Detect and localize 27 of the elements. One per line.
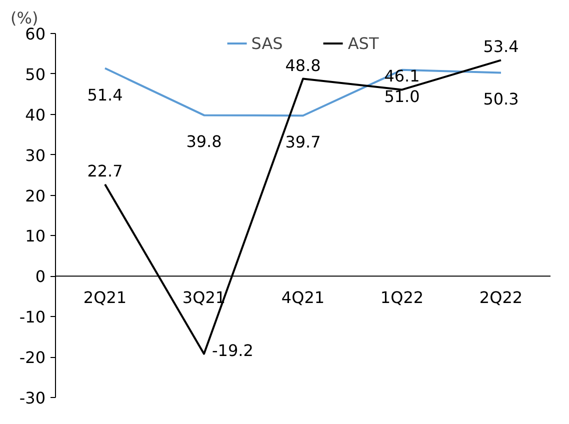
data-label: 48.8 bbox=[285, 56, 321, 75]
data-label: 22.7 bbox=[87, 161, 123, 180]
y-tick-label: 10 bbox=[25, 226, 46, 246]
y-axis-title: (%) bbox=[10, 8, 38, 28]
data-label: 39.8 bbox=[186, 132, 222, 152]
y-tick-label: 0 bbox=[35, 267, 46, 286]
y-tick-label: -20 bbox=[19, 348, 46, 368]
data-label: 51.4 bbox=[87, 85, 123, 104]
data-label: 51.0 bbox=[384, 86, 420, 106]
legend-label: SAS bbox=[251, 34, 283, 52]
data-label: 53.4 bbox=[483, 37, 519, 56]
y-tick-label: 50 bbox=[25, 64, 46, 84]
x-tick-label: 1Q22 bbox=[380, 288, 424, 308]
x-tick-label: 4Q21 bbox=[281, 288, 325, 308]
data-label: 46.1 bbox=[384, 66, 420, 86]
y-tick-label: -30 bbox=[19, 388, 46, 408]
y-tick-label: -10 bbox=[19, 308, 46, 327]
data-label: 50.3 bbox=[483, 90, 519, 109]
y-tick-label: 60 bbox=[25, 24, 46, 44]
data-label: 39.7 bbox=[285, 132, 321, 152]
y-tick-label: 20 bbox=[25, 186, 46, 206]
y-tick-label: 30 bbox=[25, 146, 46, 165]
data-label: -19.2 bbox=[212, 340, 254, 360]
y-tick-label: 40 bbox=[25, 105, 46, 124]
legend-label: AST bbox=[348, 34, 379, 52]
x-tick-label: 2Q22 bbox=[479, 288, 523, 308]
x-tick-label: 2Q21 bbox=[83, 288, 127, 308]
